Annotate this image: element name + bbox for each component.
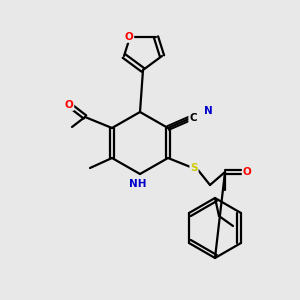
Text: NH: NH	[129, 179, 147, 189]
Text: O: O	[243, 167, 251, 177]
Text: N: N	[204, 106, 212, 116]
Text: O: O	[64, 100, 74, 110]
Text: C: C	[189, 113, 197, 123]
Text: O: O	[124, 32, 134, 42]
Text: S: S	[190, 163, 198, 173]
